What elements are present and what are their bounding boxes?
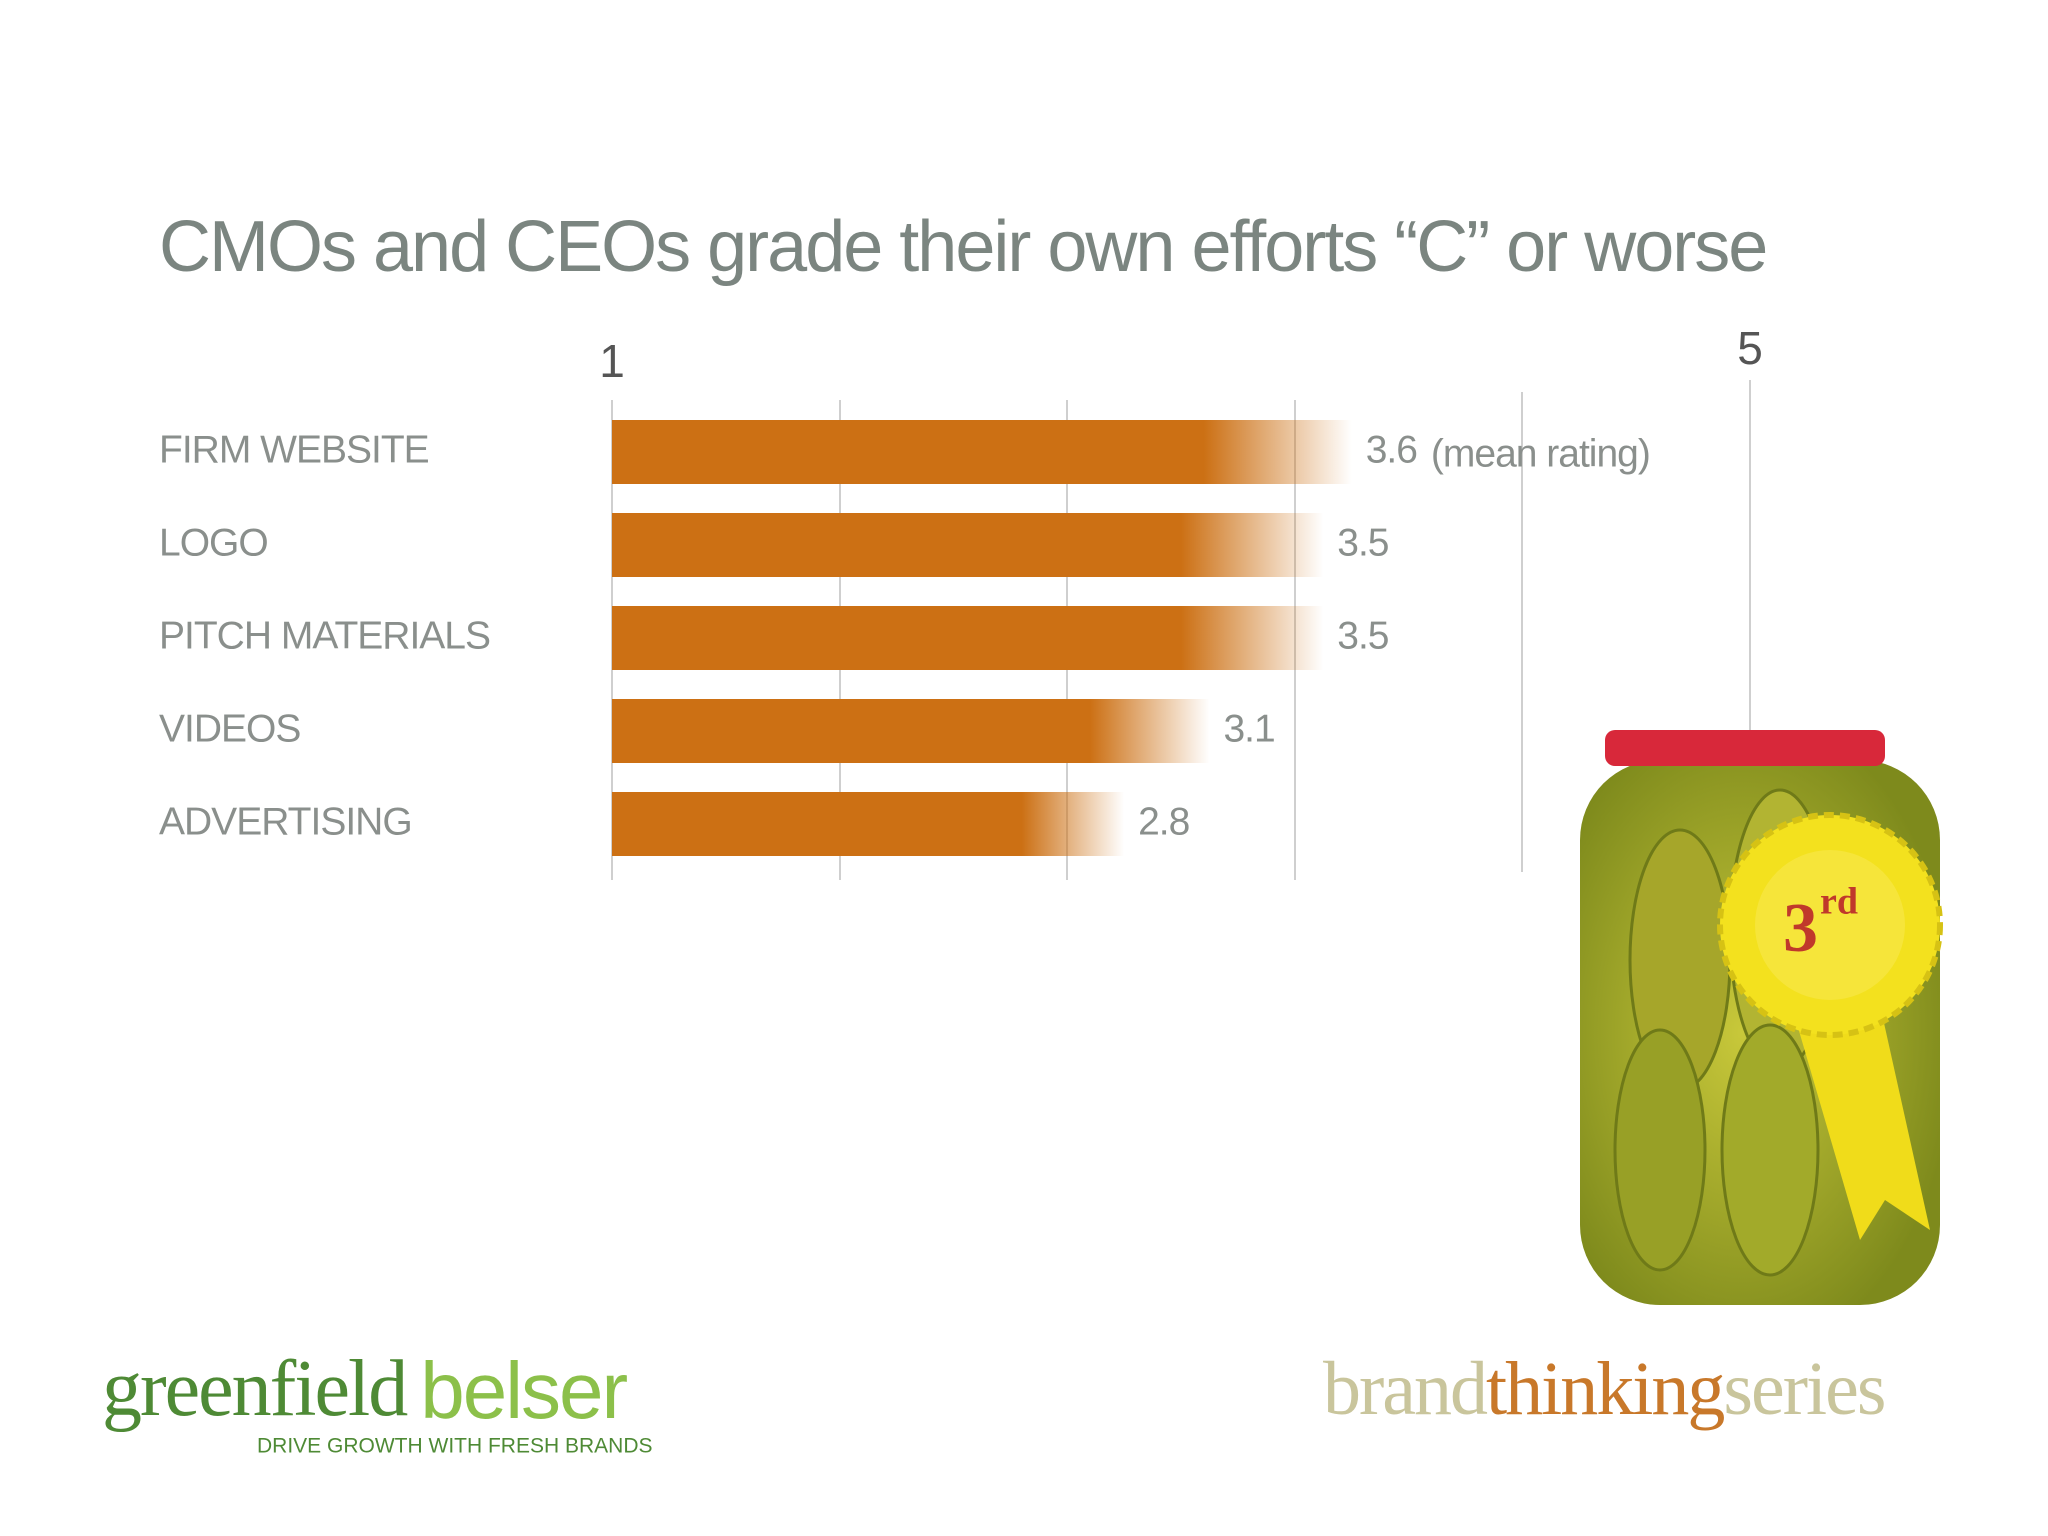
value-label: 3.5 [1337,521,1389,564]
category-label: VIDEOS [159,707,300,750]
category-label: ADVERTISING [159,800,412,843]
bar [612,420,1352,484]
category-label: FIRM WEBSITE [159,428,429,471]
badge-number: 3 [1783,890,1818,967]
x-tick-label: 1 [599,335,625,387]
logo: greenfield belser [102,1345,628,1435]
logo-main: greenfield [102,1345,408,1433]
value-label: 3.5 [1337,614,1389,657]
logo-accent: belser [420,1346,627,1435]
badge-suffix: rd [1820,881,1858,923]
bar [612,513,1324,577]
series-logo: brandthinkingseries [1323,1347,1884,1431]
x-tick-label: 5 [1737,322,1763,374]
bar [612,792,1125,856]
series-c: series [1723,1347,1884,1431]
value-label: 3.1 [1223,707,1274,750]
series-b: thinking [1486,1347,1724,1431]
chart-title: CMOs and CEOs grade their own efforts “C… [159,207,1766,287]
bar [612,606,1324,670]
bar [612,699,1210,763]
value-label: 3.6 [1366,428,1417,471]
pickle-jar: 3 rd [1580,730,1943,1305]
series-a: brand [1323,1347,1488,1431]
category-label: PITCH MATERIALS [159,614,490,657]
value-note: (mean rating) [1431,432,1650,475]
category-label: LOGO [159,521,268,564]
value-label: 2.8 [1138,800,1189,843]
tagline: DRIVE GROWTH WITH FRESH BRANDS [257,1435,653,1458]
